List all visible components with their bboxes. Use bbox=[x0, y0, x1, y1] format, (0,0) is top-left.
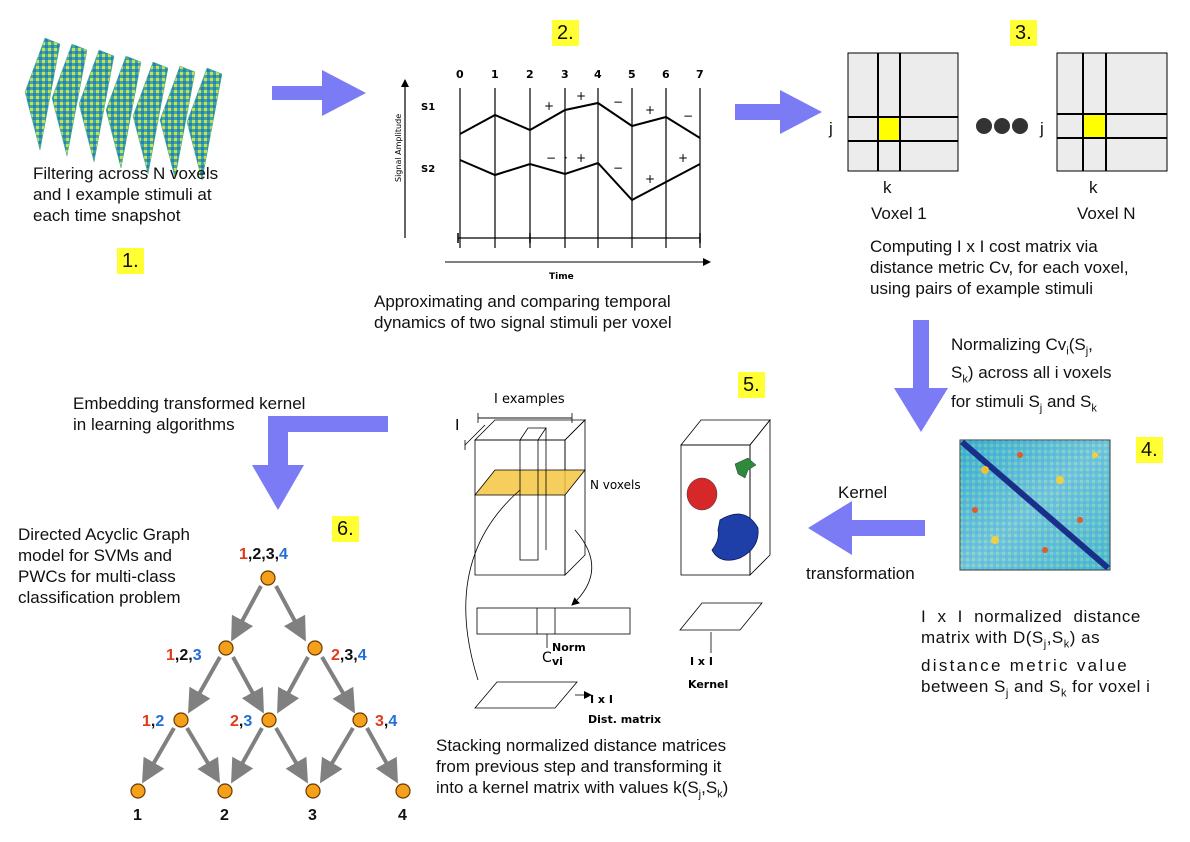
cnorm-sub: vi bbox=[552, 655, 563, 668]
svg-text:1,2,3: 1,2,3 bbox=[166, 647, 202, 664]
leaf-2: 2 bbox=[220, 807, 229, 824]
col-label-k-1: k bbox=[883, 178, 892, 197]
step-4-caption: I x I normalized distance matrix with D(… bbox=[921, 607, 1151, 700]
kernel-label-2: Kernel bbox=[688, 678, 728, 691]
transformation-label: transformation bbox=[806, 564, 915, 583]
col-label-k-n: k bbox=[1089, 178, 1098, 197]
step-badge-1: 1. bbox=[117, 248, 144, 274]
sign-2f: + bbox=[678, 151, 688, 165]
flow-arrows bbox=[252, 70, 948, 555]
svg-text:1,2: 1,2 bbox=[142, 713, 164, 730]
dag-caption: Directed Acyclic Graph model for SVMs an… bbox=[18, 525, 190, 607]
stacking-box bbox=[464, 413, 771, 709]
sign-1e: − bbox=[683, 109, 693, 123]
cnorm-c: C bbox=[542, 650, 552, 666]
dist-matrix-label-2: Dist. matrix bbox=[588, 713, 661, 726]
step-badge-3: 3. bbox=[1010, 20, 1037, 46]
cost-matrix-voxel-1 bbox=[847, 52, 959, 172]
dist-matrix-label-1: I x I bbox=[590, 693, 613, 706]
y-axis-label: Signal Amplitude bbox=[394, 114, 403, 182]
arrow-5-to-6 bbox=[252, 416, 388, 510]
cost-matrix-voxel-n bbox=[1056, 52, 1168, 172]
sign-1b: + bbox=[576, 89, 586, 103]
kernel-label-1: I x I bbox=[690, 655, 713, 668]
leaf-3: 3 bbox=[308, 807, 317, 824]
dag-labels: 1,2,3,4 1,2,3 2,3,4 1,2 2,3 3,4 1 2 3 4 bbox=[133, 546, 407, 824]
i-examples-label: I examples bbox=[494, 392, 565, 407]
tick-2: 2 bbox=[526, 68, 534, 81]
row-label-j-1: j bbox=[828, 119, 833, 138]
ellipsis-dots bbox=[976, 118, 1028, 134]
step-badge-4: 4. bbox=[1136, 437, 1163, 463]
sign-1d: + bbox=[645, 103, 655, 117]
signal-1-label: S1 bbox=[421, 102, 435, 113]
step-badge-5: 5. bbox=[738, 372, 765, 398]
row-label-j-n: j bbox=[1039, 119, 1044, 138]
cnorm-sup: Norm bbox=[552, 641, 586, 654]
signal-2-label: S2 bbox=[421, 164, 435, 175]
svg-text:1,2,3,4: 1,2,3,4 bbox=[239, 546, 288, 563]
tick-6: 6 bbox=[662, 68, 670, 81]
signal-plot bbox=[401, 79, 711, 266]
svg-text:2,3,4: 2,3,4 bbox=[331, 647, 367, 664]
tick-3: 3 bbox=[561, 68, 569, 81]
step-3-caption: Computing I x I cost matrix via distance… bbox=[870, 237, 1129, 298]
arrow-3-to-4 bbox=[894, 320, 948, 432]
step-badge-2: 2. bbox=[552, 20, 579, 46]
voxel-slices bbox=[24, 37, 223, 181]
n-voxels-label: N voxels bbox=[590, 478, 641, 492]
sign-2b: · bbox=[564, 151, 568, 165]
signal-plot-labels: 0 1 2 3 4 5 6 7 S1 S2 Signal Amplitude T… bbox=[394, 68, 704, 282]
normalizing-caption: Normalizing Cvi(Sj, Sk) across all i vox… bbox=[951, 335, 1112, 415]
step-2-caption: Approximating and comparing temporal dyn… bbox=[374, 292, 672, 332]
arrow-2-to-3 bbox=[735, 90, 822, 134]
tick-1: 1 bbox=[491, 68, 499, 81]
dag-nodes bbox=[130, 570, 411, 799]
tick-0: 0 bbox=[456, 68, 464, 81]
sign-2c: + bbox=[576, 151, 586, 165]
sign-2e: + bbox=[645, 172, 655, 186]
kernel-label: Kernel bbox=[838, 483, 888, 502]
svg-text:2,3: 2,3 bbox=[230, 713, 252, 730]
tick-7: 7 bbox=[696, 68, 704, 81]
voxel-1-label: Voxel 1 bbox=[871, 204, 927, 223]
tick-4: 4 bbox=[594, 68, 602, 81]
x-axis-label: Time bbox=[549, 272, 574, 282]
tick-5: 5 bbox=[628, 68, 636, 81]
arrow-4-to-5 bbox=[808, 501, 925, 555]
sign-2a: − bbox=[546, 151, 556, 165]
voxel-n-label: Voxel N bbox=[1077, 204, 1136, 223]
embedding-caption: Embedding transformed kernel in learning… bbox=[73, 394, 306, 434]
dag-edges bbox=[142, 585, 398, 784]
sign-2d: − bbox=[613, 161, 623, 175]
svg-text:3,4: 3,4 bbox=[375, 713, 397, 730]
distance-heatmap bbox=[959, 439, 1111, 571]
step-5-caption: Stacking normalized distance matrices fr… bbox=[436, 736, 729, 801]
step-1-caption: Filtering across N voxels and I example … bbox=[33, 164, 219, 225]
kernel-box-blobs bbox=[686, 457, 759, 561]
leaf-1: 1 bbox=[133, 807, 142, 824]
arrow-1-to-2 bbox=[272, 70, 366, 116]
sign-1c: − bbox=[613, 95, 623, 109]
step-badge-6: 6. bbox=[332, 516, 359, 542]
leaf-4: 4 bbox=[398, 807, 407, 824]
sign-1a: + bbox=[544, 99, 554, 113]
i-dim-label: I bbox=[455, 416, 459, 434]
